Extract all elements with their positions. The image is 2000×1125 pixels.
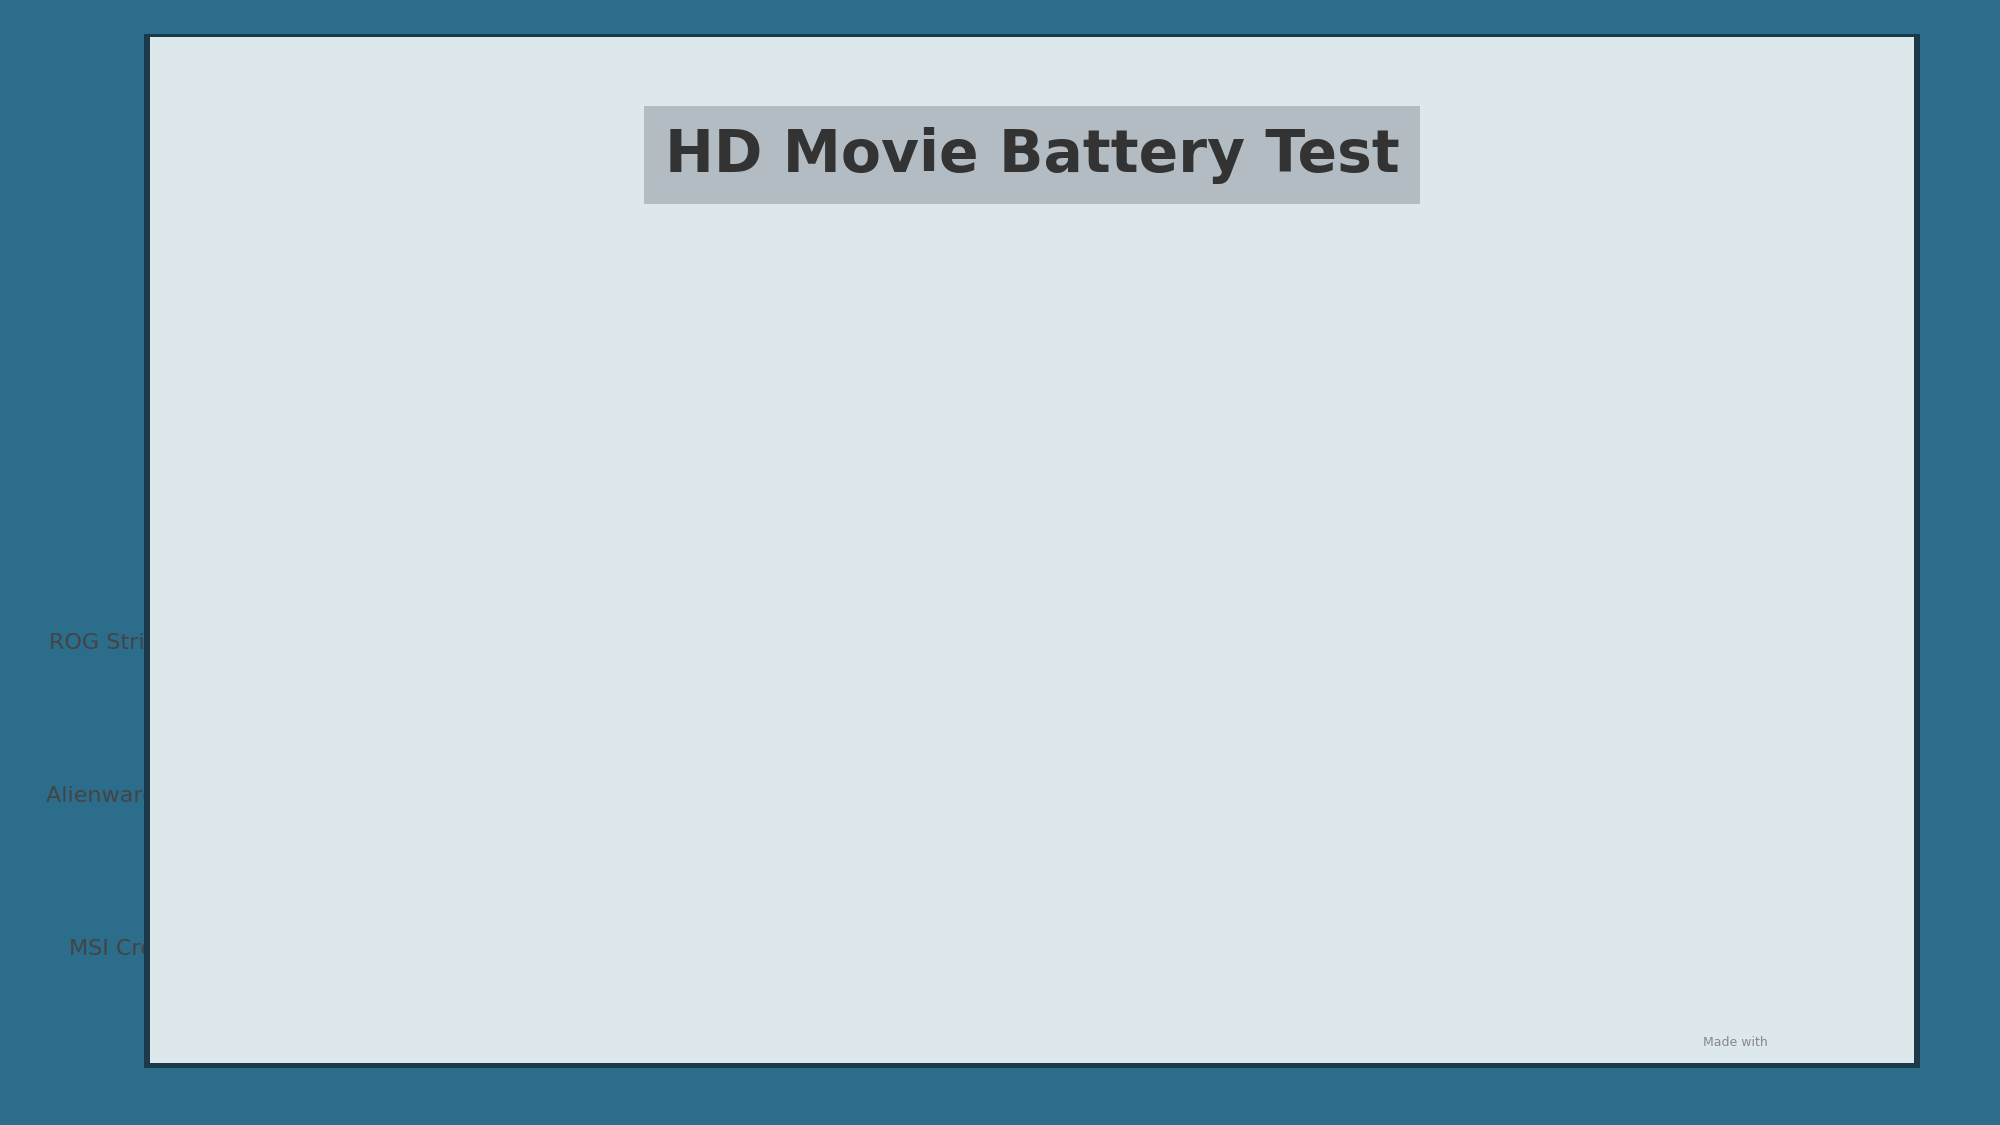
Text: infogram: infogram xyxy=(1808,1034,1872,1047)
Bar xyxy=(350,739,832,849)
Bar xyxy=(350,892,1736,1002)
Bar xyxy=(350,433,888,543)
Text: HD Movie Battery Test: HD Movie Battery Test xyxy=(664,127,1400,183)
Bar xyxy=(350,586,1254,696)
Bar xyxy=(350,280,1370,390)
Text: Made with: Made with xyxy=(1704,1036,1768,1050)
